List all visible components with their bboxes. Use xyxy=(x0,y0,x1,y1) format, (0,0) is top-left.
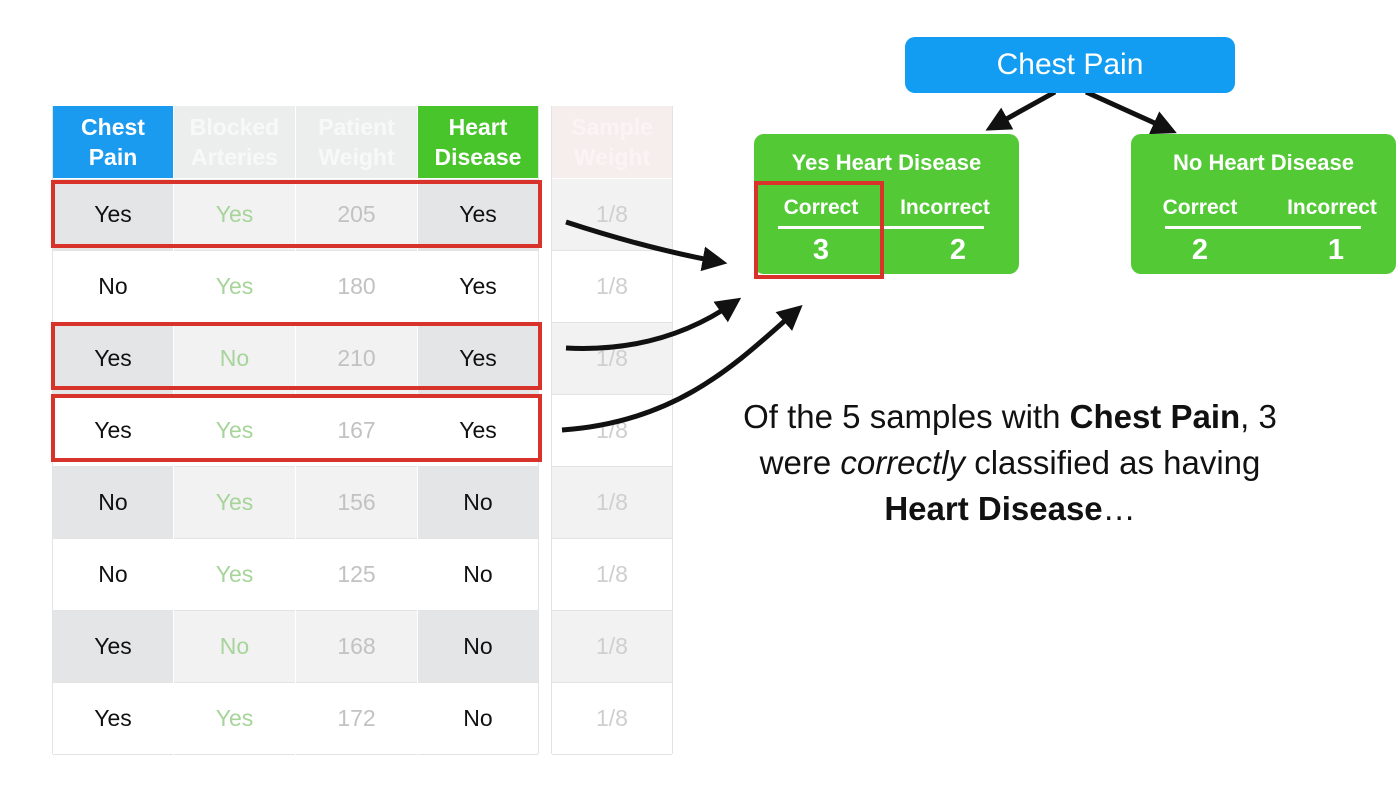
cell-chest-pain-row-8: Yes xyxy=(53,683,173,755)
highlight-row-4 xyxy=(51,394,542,462)
cell-blocked-arteries-row-4: Yes xyxy=(174,395,295,467)
cell-sample-weight-row-1: 1/8 xyxy=(552,179,672,251)
cell-chest-pain-row-7: Yes xyxy=(53,611,173,683)
cell-heart-disease-row-4: Yes xyxy=(418,395,538,467)
cell-sample-weight-row-8: 1/8 xyxy=(552,683,672,755)
cell-patient-weight-row-4: 167 xyxy=(296,395,417,467)
cell-patient-weight-row-7: 168 xyxy=(296,611,417,683)
cell-blocked-arteries-row-5: Yes xyxy=(174,467,295,539)
leaf-no-correct-count: 2 xyxy=(1191,234,1209,266)
header-heart-disease: Heart Disease xyxy=(418,106,538,178)
leaf-yes-title: Yes Heart Disease xyxy=(791,150,982,175)
cell-sample-weight-row-7: 1/8 xyxy=(552,611,672,683)
cell-patient-weight-row-3: 210 xyxy=(296,323,417,395)
cell-sample-weight-row-6: 1/8 xyxy=(552,539,672,611)
cell-blocked-arteries-row-1: Yes xyxy=(174,179,295,251)
cell-blocked-arteries-row-7: No xyxy=(174,611,295,683)
cell-patient-weight-row-6: 125 xyxy=(296,539,417,611)
caption-part-2: , 3 were xyxy=(759,398,1277,481)
arrow-root-to-yes xyxy=(985,89,1057,131)
cell-chest-pain-row-1: Yes xyxy=(53,179,173,251)
cell-blocked-arteries-row-2: Yes xyxy=(174,251,295,323)
leaf-no-title: No Heart Disease xyxy=(1173,150,1354,175)
arrow-row3-to-correct xyxy=(565,297,742,351)
caption-part-3: classified as having xyxy=(965,444,1261,481)
caption-part-1: Of the 5 samples with xyxy=(743,398,1070,435)
header-sample-weight: Sample Weight xyxy=(552,106,672,178)
arrow-row1-to-correct xyxy=(565,219,728,272)
root-node-chest-pain: Chest Pain xyxy=(905,37,1235,93)
highlight-row-3 xyxy=(51,322,542,390)
cell-heart-disease-row-5: No xyxy=(418,467,538,539)
explanation-caption: Of the 5 samples with Chest Pain, 3 were… xyxy=(720,394,1300,532)
cell-patient-weight-row-8: 172 xyxy=(296,683,417,755)
caption-bold-heart-disease: Heart Disease xyxy=(884,490,1103,527)
cell-blocked-arteries-row-6: Yes xyxy=(174,539,295,611)
leaf-no-correct-label: Correct xyxy=(1162,196,1238,219)
cell-heart-disease-row-3: Yes xyxy=(418,323,538,395)
cell-patient-weight-row-5: 156 xyxy=(296,467,417,539)
leaf-yes-correct-label: Correct xyxy=(783,196,859,219)
header-patient-weight: Patient Weight xyxy=(296,106,417,178)
highlight-row-1 xyxy=(51,180,542,248)
caption-bold-chest-pain: Chest Pain xyxy=(1069,398,1241,435)
cell-sample-weight-row-2: 1/8 xyxy=(552,251,672,323)
cell-heart-disease-row-7: No xyxy=(418,611,538,683)
leaf-no-heart-disease: No Heart Disease Correct Incorrect 2 1 xyxy=(1131,134,1396,274)
header-chest-pain: Chest Pain xyxy=(53,106,173,178)
leaf-no-incorrect-count: 1 xyxy=(1327,234,1345,266)
header-blocked-arteries: Blocked Arteries xyxy=(174,106,295,178)
leaf-yes-incorrect-label: Incorrect xyxy=(900,196,990,219)
leaf-no-divider xyxy=(1165,226,1361,229)
arrow-root-to-no xyxy=(1084,89,1177,135)
cell-patient-weight-row-1: 205 xyxy=(296,179,417,251)
caption-part-4: … xyxy=(1102,490,1136,527)
cell-heart-disease-row-1: Yes xyxy=(418,179,538,251)
cell-heart-disease-row-8: No xyxy=(418,683,538,755)
arrow-row4-to-correct xyxy=(561,305,803,433)
cell-heart-disease-row-6: No xyxy=(418,539,538,611)
leaf-yes-correct-count: 3 xyxy=(812,234,830,266)
cell-chest-pain-row-3: Yes xyxy=(53,323,173,395)
highlight-correct-cell xyxy=(754,181,884,279)
cell-chest-pain-row-4: Yes xyxy=(53,395,173,467)
leaf-yes-heart-disease: Yes Heart Disease Correct Incorrect 3 2 xyxy=(754,134,1019,274)
leaf-no-incorrect-label: Incorrect xyxy=(1287,196,1377,219)
caption-italic-correctly: correctly xyxy=(840,444,966,481)
cell-chest-pain-row-6: No xyxy=(53,539,173,611)
cell-blocked-arteries-row-8: Yes xyxy=(174,683,295,755)
cell-chest-pain-row-5: No xyxy=(53,467,173,539)
leaf-yes-incorrect-count: 2 xyxy=(949,234,967,266)
cell-sample-weight-row-5: 1/8 xyxy=(552,467,672,539)
